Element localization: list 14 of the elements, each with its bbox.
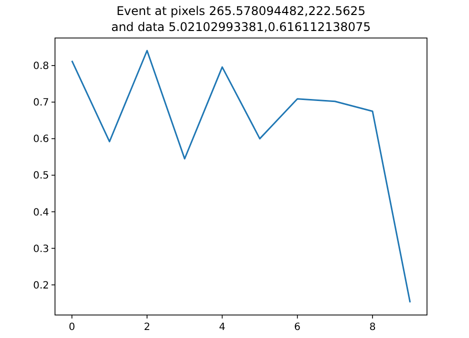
x-tick-label: 6 <box>294 322 301 333</box>
y-tick-label: 0.2 <box>33 280 49 292</box>
line-series <box>71 50 411 304</box>
x-tick-label: 2 <box>144 322 150 333</box>
x-tick-label: 0 <box>68 322 76 333</box>
y-tick-label: 0.5 <box>33 170 49 182</box>
x-tick-label: 4 <box>219 322 226 333</box>
chart-title: Event at pixels 265.578094482,222.5625 and data 5.02102993381,0.616112138075 <box>111 4 371 34</box>
y-tick-label: 0.3 <box>33 244 49 255</box>
x-tick-label: 8 <box>369 322 376 333</box>
y-tick-label: 0.8 <box>33 61 49 72</box>
y-tick-label: 0.4 <box>33 207 49 218</box>
y-tick-label: 0.7 <box>33 98 49 109</box>
y-tick-label: 0.6 <box>33 134 49 146</box>
